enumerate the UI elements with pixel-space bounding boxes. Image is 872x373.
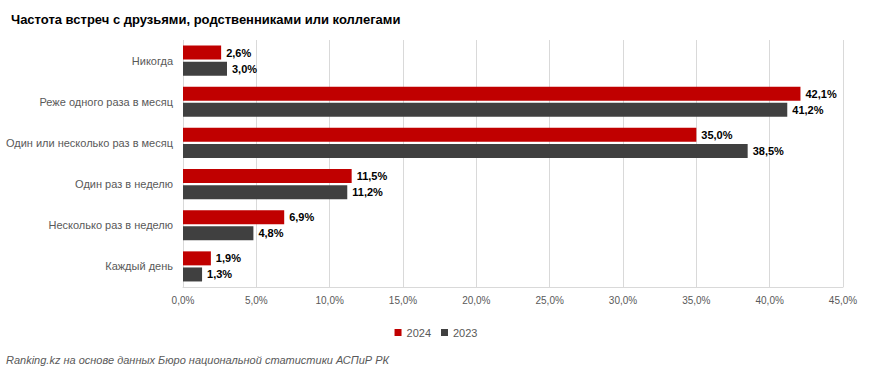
svg-text:Каждый день: Каждый день [105,260,173,272]
svg-text:1,9%: 1,9% [216,252,241,264]
svg-text:40,0%: 40,0% [755,295,783,306]
svg-text:2,6%: 2,6% [226,47,251,59]
svg-text:35,0%: 35,0% [682,295,710,306]
svg-text:3,0%: 3,0% [232,63,257,75]
svg-text:35,0%: 35,0% [701,129,732,141]
svg-text:Ranking.kz на основе данных Бю: Ranking.kz на основе данных Бюро национа… [6,354,389,366]
svg-text:Реже одного раза в месяц: Реже одного раза в месяц [40,96,174,108]
svg-text:38,5%: 38,5% [753,145,784,157]
svg-text:20,0%: 20,0% [462,295,490,306]
svg-text:6,9%: 6,9% [289,211,314,223]
svg-text:0,0%: 0,0% [172,295,195,306]
svg-text:10,0%: 10,0% [315,295,343,306]
svg-text:Несколько раз в неделю: Несколько раз в неделю [48,219,173,231]
svg-text:41,2%: 41,2% [792,104,823,116]
svg-text:2023: 2023 [453,327,477,339]
svg-text:Никогда: Никогда [132,55,174,67]
svg-text:5,0%: 5,0% [245,295,268,306]
svg-text:45,0%: 45,0% [829,295,857,306]
svg-text:Частота встреч с друзьями, род: Частота встреч с друзьями, родственникам… [11,12,400,27]
svg-text:2024: 2024 [407,327,431,339]
svg-text:25,0%: 25,0% [535,295,563,306]
svg-text:30,0%: 30,0% [609,295,637,306]
svg-text:15,0%: 15,0% [389,295,417,306]
svg-text:Один или несколько раз в месяц: Один или несколько раз в месяц [6,137,174,149]
svg-text:11,5%: 11,5% [357,170,388,182]
svg-text:1,3%: 1,3% [207,268,232,280]
svg-text:Один раз в неделю: Один раз в неделю [75,178,173,190]
svg-text:4,8%: 4,8% [258,227,283,239]
svg-text:11,2%: 11,2% [352,186,383,198]
svg-text:42,1%: 42,1% [805,88,836,100]
